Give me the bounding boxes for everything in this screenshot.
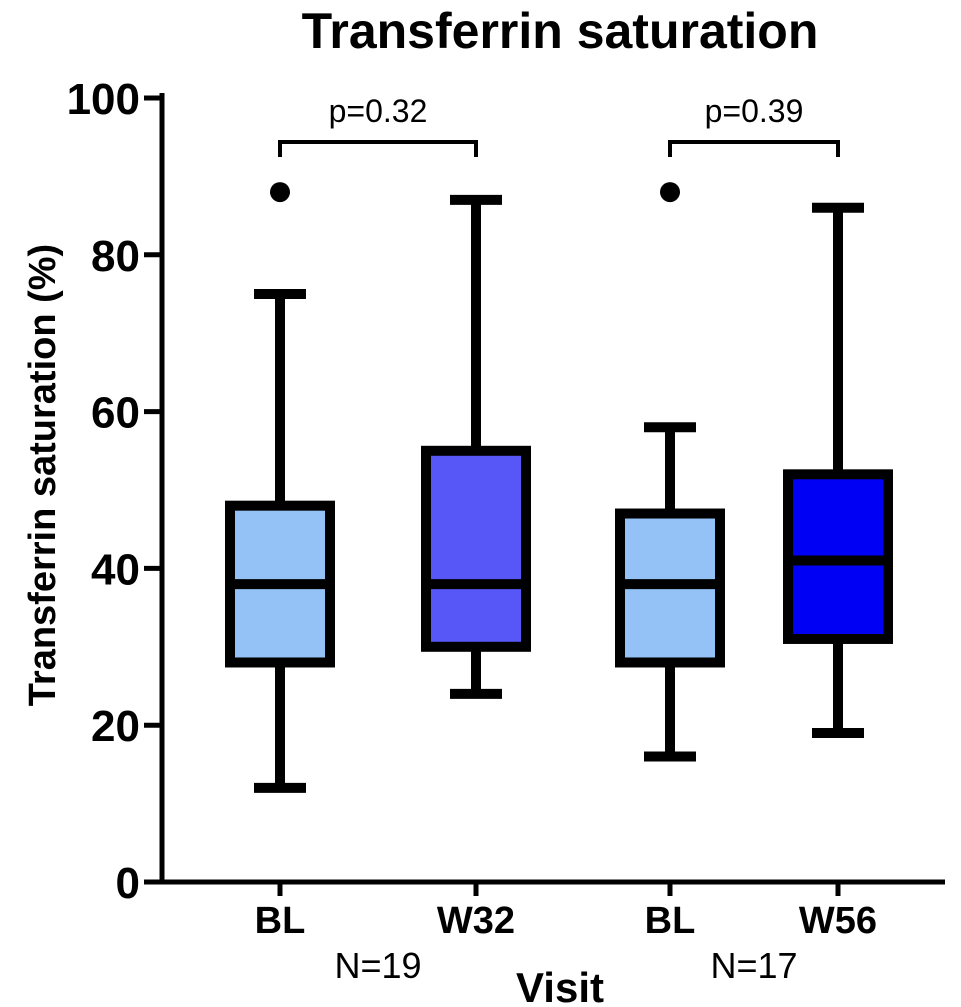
y-tick-label: 0 (116, 859, 140, 908)
y-tick-label: 60 (91, 389, 140, 438)
significance-annotations: p=0.32 p=0.39 (278, 93, 840, 157)
box-1 (225, 182, 335, 793)
y-tick-label: 40 (91, 545, 140, 594)
outlier-point (270, 182, 290, 203)
p-value-label: p=0.32 (329, 93, 428, 129)
group-size-label: N=17 (710, 945, 797, 986)
x-axis-ticks: BL W32 BL W56 N=19 N=17 (255, 882, 877, 986)
x-tick-label: W32 (437, 900, 515, 942)
x-tick-label: W56 (799, 900, 877, 942)
significance-bracket (278, 140, 478, 157)
box-3 (615, 182, 725, 762)
y-axis-title: Transferrin saturation (%) (22, 244, 64, 706)
p-value-label: p=0.39 (705, 93, 804, 129)
x-axis-title: Visit (516, 964, 604, 1007)
box-4 (783, 202, 893, 739)
y-axis-ticks: 0 20 40 60 80 100 (67, 75, 162, 908)
x-tick-label: BL (255, 900, 306, 942)
x-tick-label: BL (645, 900, 696, 942)
chart-title: Transferrin saturation (302, 3, 819, 59)
axes (159, 93, 945, 885)
outlier-point (660, 182, 680, 203)
boxes (225, 182, 893, 793)
group-size-label: N=19 (334, 945, 421, 986)
y-tick-label: 80 (91, 232, 140, 281)
significance-bracket (668, 140, 840, 157)
y-tick-label: 100 (67, 75, 140, 124)
y-tick-label: 20 (91, 702, 140, 751)
box-2 (421, 194, 531, 699)
interquartile-box (421, 445, 531, 652)
